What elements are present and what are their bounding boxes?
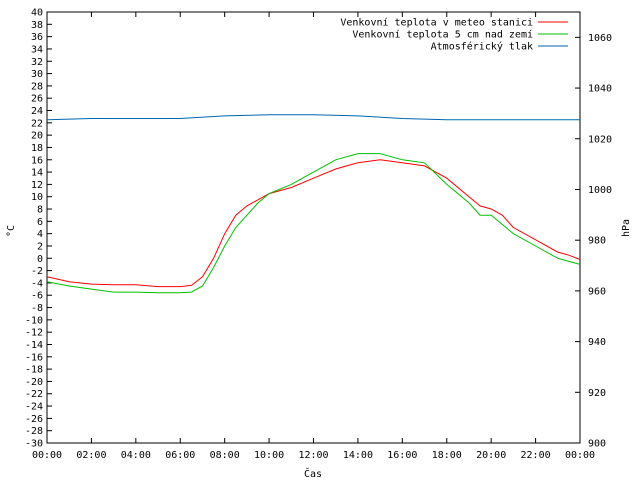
y2-tick-label: 900 xyxy=(588,439,606,450)
y-tick-label: 14 xyxy=(31,168,43,179)
y2-tick-label: 1040 xyxy=(588,84,612,95)
x-tick-label: 10:00 xyxy=(254,450,284,461)
x-tick-label: 22:00 xyxy=(521,450,551,461)
x-axis-title: Čas xyxy=(304,467,322,480)
y2-axis-title: hPa xyxy=(621,219,632,237)
y-tick-label: 32 xyxy=(31,57,43,68)
y-tick-label: -8 xyxy=(31,303,43,314)
series-lines xyxy=(46,114,581,294)
x-tick-label: 06:00 xyxy=(165,450,195,461)
y-tick-label: 16 xyxy=(31,155,43,166)
x-tick-label: 00:00 xyxy=(32,450,62,461)
y-tick-label: 18 xyxy=(31,143,43,154)
y-tick-label: 2 xyxy=(37,241,43,252)
left-axis-ticks: -30-28-26-24-22-20-18-16-14-12-10-8-6-4-… xyxy=(25,8,52,450)
x-tick-label: 00:00 xyxy=(565,450,595,461)
y-axis-title: °C xyxy=(6,225,17,237)
series-line-venkovni-teplota-5-cm-nad-zemi xyxy=(46,153,581,294)
y2-tick-label: 980 xyxy=(588,236,606,247)
y-tick-label: -26 xyxy=(25,414,43,425)
y-tick-label: -4 xyxy=(31,278,43,289)
y-tick-label: 12 xyxy=(31,180,43,191)
x-tick-label: 20:00 xyxy=(476,450,506,461)
y-tick-label: 28 xyxy=(31,81,43,92)
series-line-atmosfericky-tlak xyxy=(46,114,580,121)
y-tick-label: 8 xyxy=(37,205,43,216)
y-tick-label: -28 xyxy=(25,426,43,437)
y2-tick-label: 1060 xyxy=(588,33,612,44)
y2-tick-label: 1000 xyxy=(588,185,612,196)
y-tick-label: 38 xyxy=(31,20,43,31)
y-tick-label: -12 xyxy=(25,328,43,339)
y2-tick-label: 960 xyxy=(588,286,606,297)
y-tick-label: -10 xyxy=(25,315,43,326)
y-tick-label: 0 xyxy=(37,254,43,265)
y-tick-label: 24 xyxy=(31,106,43,117)
y-tick-label: 6 xyxy=(37,217,43,228)
legend-label: Venkovní teplota v meteo stanici xyxy=(340,17,533,29)
y-tick-label: -20 xyxy=(25,377,43,388)
y2-tick-label: 1020 xyxy=(588,134,612,145)
y-tick-label: -22 xyxy=(25,389,43,400)
x-tick-label: 04:00 xyxy=(121,450,151,461)
y-tick-label: -16 xyxy=(25,352,43,363)
y-tick-label: 26 xyxy=(31,94,43,105)
legend-label: Atmosférický tlak xyxy=(431,41,533,53)
x-tick-label: 16:00 xyxy=(387,450,417,461)
y-tick-label: 10 xyxy=(31,192,43,203)
y-tick-label: -18 xyxy=(25,365,43,376)
y2-tick-label: 920 xyxy=(588,388,606,399)
y-tick-label: 40 xyxy=(31,8,43,19)
y-tick-label: 34 xyxy=(31,44,43,55)
y-tick-label: -24 xyxy=(25,402,43,413)
y-tick-label: -2 xyxy=(31,266,43,277)
x-tick-label: 12:00 xyxy=(298,450,328,461)
series-line-venkovni-teplota-v-meteo-stanici xyxy=(46,159,581,288)
y2-tick-label: 940 xyxy=(588,337,606,348)
x-axis-ticks: 00:00 02:00 04:00 06:00 08:00 10:00 12:00 14:00… xyxy=(32,12,595,461)
x-tick-label: 08:00 xyxy=(210,450,240,461)
y-tick-label: -30 xyxy=(25,439,43,450)
y-tick-label: -6 xyxy=(31,291,43,302)
legend: Venkovní teplota v meteo staniciVenkovní… xyxy=(340,17,568,53)
y-tick-label: 30 xyxy=(31,69,43,80)
y-tick-label: 36 xyxy=(31,32,43,43)
y-tick-label: -14 xyxy=(25,340,43,351)
right-axis-ticks: 900 920 940 960 980 1000 1020 1040 1060 xyxy=(575,33,612,450)
x-tick-label: 14:00 xyxy=(343,450,373,461)
y-tick-label: 4 xyxy=(37,229,43,240)
x-tick-label: 18:00 xyxy=(432,450,462,461)
x-tick-label: 02:00 xyxy=(76,450,106,461)
y-tick-label: 22 xyxy=(31,118,43,129)
y-tick-label: 20 xyxy=(31,131,43,142)
legend-label: Venkovní teplota 5 cm nad zemí xyxy=(352,29,533,41)
